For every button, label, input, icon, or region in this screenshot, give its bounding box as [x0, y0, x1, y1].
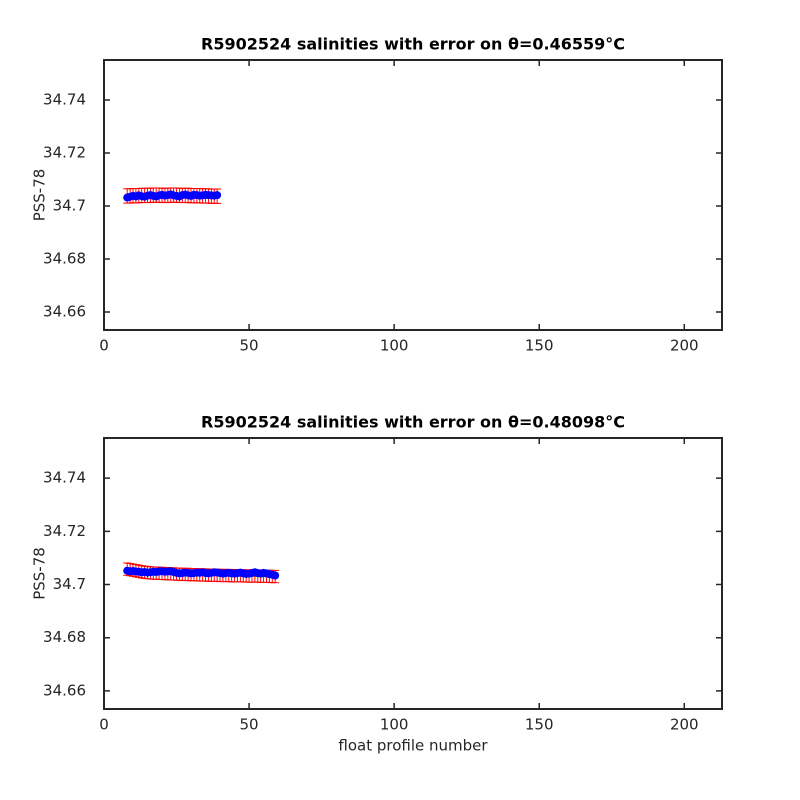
x-tick-label: 200	[670, 337, 699, 355]
point	[213, 191, 222, 200]
y-tick-label: 34.74	[43, 469, 86, 487]
chart-title: R5902524 salinities with error on θ=0.46…	[201, 35, 625, 54]
chart-title: R5902524 salinities with error on θ=0.48…	[201, 413, 625, 432]
axes-box	[103, 59, 723, 331]
y-tick-label: 34.74	[43, 91, 86, 109]
y-tick-label: 34.68	[43, 628, 86, 646]
x-tick-label: 100	[380, 337, 409, 355]
x-tick-label: 0	[99, 716, 109, 734]
x-tick-label: 200	[670, 716, 699, 734]
x-tick-label: 100	[380, 716, 409, 734]
x-tick-label: 50	[240, 716, 259, 734]
y-tick-label: 34.7	[53, 196, 86, 214]
x-axis-label: float profile number	[338, 737, 488, 755]
axes-box	[103, 437, 723, 710]
y-tick-label: 34.7	[53, 575, 86, 593]
y-axis-label: PSS-78	[31, 547, 49, 600]
y-tick-label: 34.68	[43, 249, 86, 267]
y-tick-label: 34.66	[43, 302, 86, 320]
x-tick-label: 50	[240, 337, 259, 355]
point	[271, 571, 280, 580]
x-tick-label: 150	[525, 716, 554, 734]
y-tick-label: 34.72	[43, 144, 86, 162]
y-tick-label: 34.72	[43, 522, 86, 540]
x-tick-label: 0	[99, 337, 109, 355]
y-tick-label: 34.66	[43, 681, 86, 699]
y-axis-label: PSS-78	[31, 169, 49, 222]
x-tick-label: 150	[525, 337, 554, 355]
